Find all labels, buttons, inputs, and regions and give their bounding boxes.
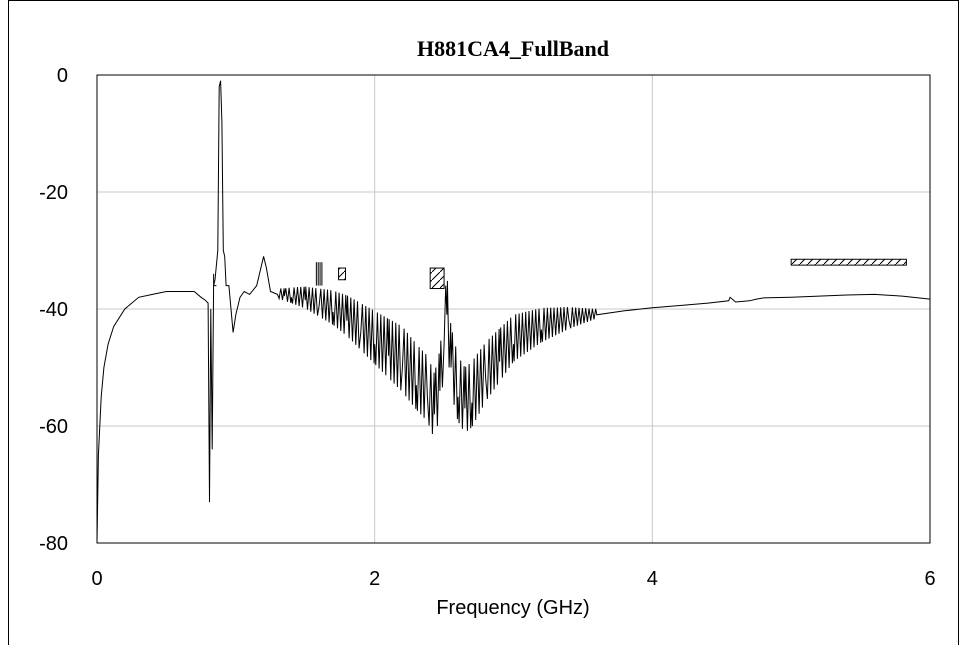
x-tick-label: 4 (647, 568, 658, 590)
plot-area (96, 74, 931, 544)
band-marker (315, 262, 323, 286)
tick-labels: 0 2 4 6 0 -20 -40 -60 -80 (39, 65, 935, 590)
band-marker (429, 267, 445, 290)
series-layer (96, 80, 931, 544)
y-tick-label: -80 (39, 533, 68, 555)
y-tick-label: -60 (39, 416, 68, 438)
y-tick-label: -40 (39, 299, 68, 321)
chart-title: H881CA4_FullBand (417, 36, 609, 61)
y-tick-label: 0 (57, 65, 68, 87)
band-markers (213, 258, 907, 290)
x-tick-label: 2 (369, 568, 380, 590)
band-marker (790, 258, 907, 266)
x-tick-label: 0 (91, 568, 102, 590)
x-tick-label: 6 (924, 568, 935, 590)
y-tick-label: -20 (39, 182, 68, 204)
series-line (96, 80, 931, 544)
chart-frame (8, 0, 959, 645)
band-marker (338, 267, 347, 281)
x-axis-label: Frequency (GHz) (436, 597, 589, 619)
